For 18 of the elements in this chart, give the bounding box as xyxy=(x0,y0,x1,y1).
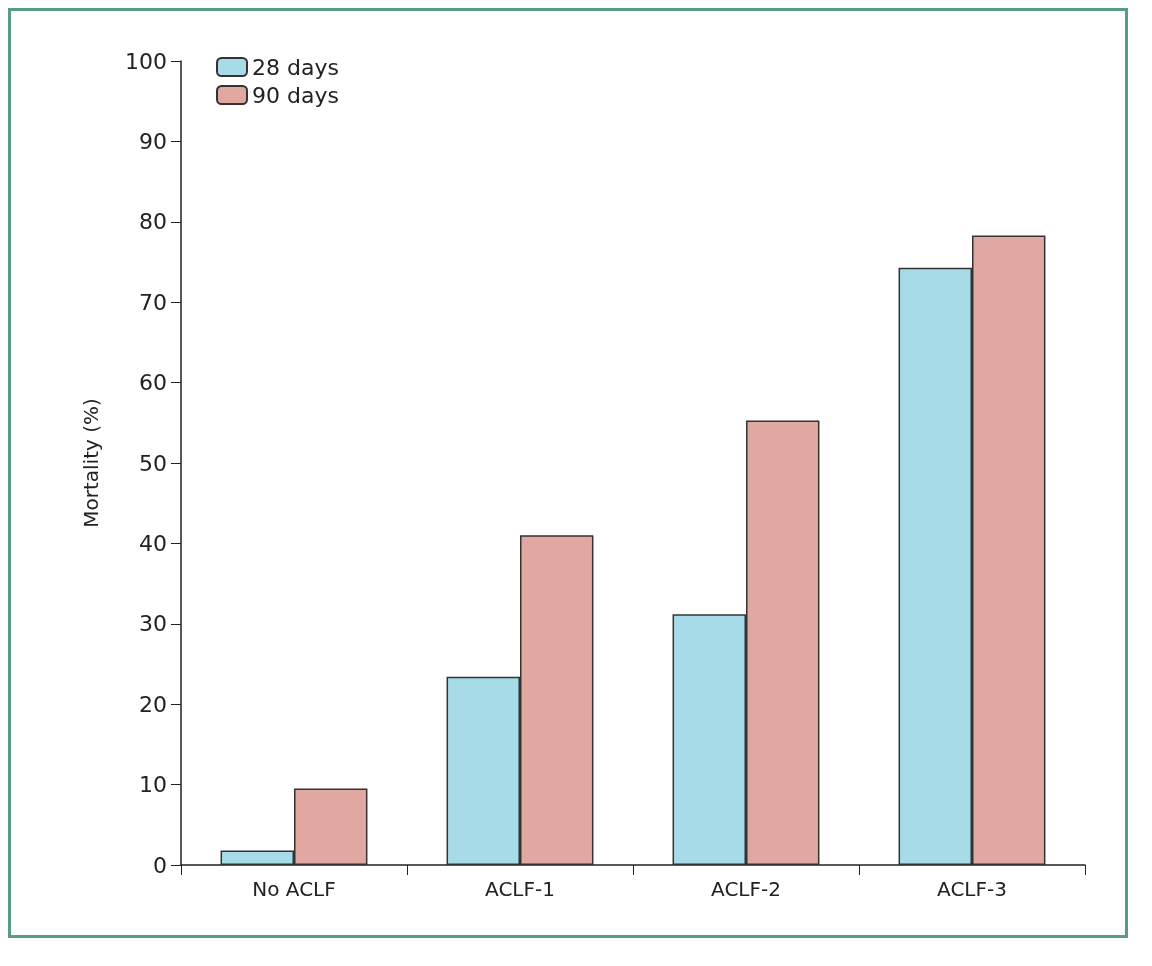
x-tick-label: ACLF-2 xyxy=(711,877,781,901)
x-tick-label: No ACLF xyxy=(252,877,336,901)
y-tick-label: 80 xyxy=(139,209,167,235)
y-tick-label: 50 xyxy=(139,450,167,476)
y-tick-label: 70 xyxy=(139,289,167,315)
y-tick-label: 100 xyxy=(125,48,167,74)
x-tick-label: ACLF-3 xyxy=(937,877,1007,901)
y-tick-label: 20 xyxy=(139,691,167,717)
y-tick-label: 90 xyxy=(139,128,167,154)
y-tick-label: 40 xyxy=(139,530,167,556)
legend-label: 90 days xyxy=(252,82,339,108)
y-axis-title: Mortality (%) xyxy=(79,398,103,528)
legend-label: 28 days xyxy=(252,54,339,80)
y-tick-label: 10 xyxy=(139,772,167,798)
y-tick-label: 30 xyxy=(139,611,167,637)
x-tick-label: ACLF-1 xyxy=(485,877,555,901)
y-tick-label: 60 xyxy=(139,370,167,396)
y-tick-label: 0 xyxy=(153,852,167,878)
